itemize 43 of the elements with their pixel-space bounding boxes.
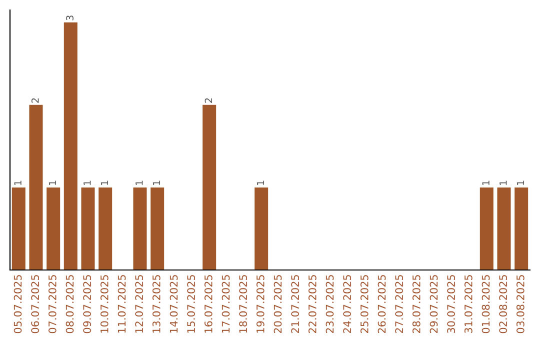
x-tick-label: 02.08.2025: [499, 275, 508, 334]
x-tick-label: 23.07.2025: [326, 275, 334, 334]
x-tick-label: 06.07.2025: [31, 275, 40, 334]
x-tick-label: 13.07.2025: [152, 275, 160, 333]
data-label: 1: [14, 180, 22, 186]
x-tick-label: 27.07.2025: [395, 275, 404, 334]
x-tick-label: 29.07.2025: [430, 275, 438, 334]
x-tick-label: 03.08.2025: [516, 275, 524, 334]
data-label: 1: [48, 180, 56, 186]
x-tick-label: 31.07.2025: [464, 275, 472, 334]
data-label: 1: [500, 180, 507, 186]
x-tick-label: 20.07.2025: [274, 275, 282, 334]
data-label: 1: [256, 180, 264, 186]
x-tick-label: 26.07.2025: [378, 275, 386, 334]
data-label: 1: [516, 180, 524, 186]
data-label: 1: [100, 180, 108, 186]
x-tick-label: 17.07.2025: [222, 275, 230, 333]
x-tick-label: 09.07.2025: [83, 275, 92, 334]
data-label: 1: [136, 180, 143, 186]
x-tick-label: 24.07.2025: [343, 275, 352, 334]
x-tick-label: 12.07.2025: [135, 275, 144, 333]
x-tick-label: 18.07.2025: [239, 275, 248, 333]
x-tick-label: 10.07.2025: [100, 275, 108, 333]
data-label: 1: [152, 180, 160, 186]
x-tick-label: 11.07.2025: [118, 275, 126, 333]
x-tick-label: 21.07.2025: [291, 275, 300, 334]
x-tick-label: 01.08.2025: [482, 275, 490, 334]
data-label: 3: [66, 16, 74, 20]
x-tick-label: 05.07.2025: [14, 275, 22, 334]
x-tick-label: 30.07.2025: [447, 275, 456, 334]
x-tick-label: 25.07.2025: [360, 275, 368, 334]
data-label: 2: [31, 98, 39, 103]
x-tick-label: 28.07.2025: [412, 275, 420, 334]
x-tick-label: 15.07.2025: [187, 275, 196, 333]
data-label: 2: [204, 98, 212, 103]
data-label: 1: [84, 180, 91, 186]
x-tick-label: 19.07.2025: [256, 275, 264, 333]
x-tick-label: 08.07.2025: [66, 275, 74, 334]
x-tick-label: 22.07.2025: [308, 275, 316, 334]
x-tick-label: 14.07.2025: [170, 275, 178, 333]
x-tick-label: 07.07.2025: [48, 275, 56, 334]
data-label: 1: [482, 180, 490, 186]
x-tick-label: 16.07.2025: [204, 275, 212, 333]
